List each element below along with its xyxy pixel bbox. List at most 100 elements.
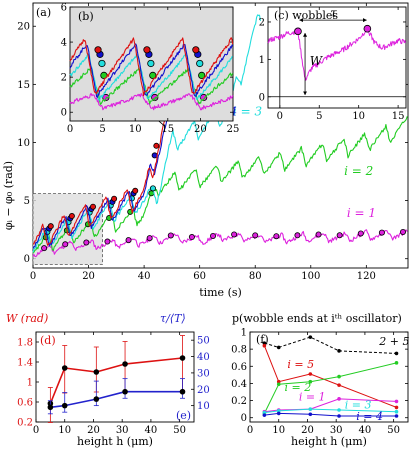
x-tick-label: 15 (392, 111, 405, 122)
data-point (276, 411, 281, 416)
data-point (179, 355, 186, 361)
y-tick-label: 0.6 (231, 362, 247, 373)
x-axis-label: time (s) (199, 286, 242, 299)
x-tick-label: 50 (387, 425, 400, 436)
y-tick-label: 2 (259, 17, 265, 28)
y-tick-label-right: 20 (197, 385, 210, 396)
peak-marker (167, 232, 174, 239)
x-tick-label: 0 (247, 425, 253, 436)
data-point (337, 408, 341, 412)
x-tick-label: 50 (173, 425, 186, 436)
x-tick-label: 0 (277, 111, 283, 122)
data-point (394, 351, 399, 356)
x-tick-label: 20 (87, 425, 100, 436)
data-point (61, 402, 68, 409)
panel-c-frame (267, 6, 407, 109)
panel-a-frame (32, 2, 409, 269)
tau-annotation: τ (330, 6, 337, 20)
y-tick-label: 1 (259, 55, 265, 66)
peak-marker (68, 213, 75, 220)
data-point (276, 379, 281, 384)
peak-marker (41, 245, 48, 252)
y-tick-label: 4 (61, 38, 67, 49)
y-axis-label-right: τ/⟨T⟩ (160, 312, 186, 325)
data-point (337, 349, 341, 353)
peak-marker (315, 231, 322, 238)
series-line-i5 (263, 345, 397, 408)
y-axis-label-left: W (rad) (6, 312, 48, 325)
x-axis-label-f: height h (μm) (291, 435, 367, 448)
peak-marker (47, 223, 54, 230)
peak-marker (294, 232, 301, 239)
peak-marker (90, 203, 97, 210)
x-tick-label: 0 (67, 124, 73, 135)
x-tick-label: 120 (357, 271, 376, 282)
inset-b-marker (198, 71, 206, 80)
y-tick-label: 10 (17, 138, 30, 149)
data-point (337, 383, 341, 387)
peak-marker (111, 195, 118, 202)
y-tick-label-left: 0.6 (17, 398, 33, 409)
x-tick-label: 15 (161, 124, 174, 135)
data-point (394, 399, 399, 404)
data-point (179, 388, 186, 395)
x-tick-label: 25 (227, 124, 240, 135)
y-tick-label-left: 1.8 (17, 338, 33, 349)
panel-b-label: (b) (78, 10, 94, 23)
peak-marker (252, 232, 259, 239)
inset-c-marker (294, 27, 302, 36)
inset-b-marker (98, 59, 106, 68)
series-label-i2: i = 2 (284, 381, 311, 394)
peak-marker (336, 232, 343, 239)
x-tick-label: 80 (249, 271, 262, 282)
data-point (262, 343, 267, 348)
series-label-i3: i = 3 (345, 398, 372, 411)
x-tick-label: 5 (316, 111, 322, 122)
peak-marker (132, 187, 139, 194)
y-tick-label-right: 50 (197, 336, 210, 347)
series-label-3: i = 3 (233, 105, 263, 119)
inset-b-series-1 (69, 92, 234, 111)
data-point (262, 410, 267, 415)
inset-b-series-2 (69, 67, 234, 105)
data-point (122, 361, 128, 367)
y-tick-label: 6 (61, 3, 67, 14)
x-tick-label: 30 (330, 425, 343, 436)
data-point (262, 341, 267, 345)
inset-b-marker (192, 46, 200, 54)
panel-d-label: (d) (40, 334, 56, 347)
series-line-1 (32, 229, 408, 258)
data-point (61, 365, 68, 371)
data-point (276, 382, 281, 387)
series-line-tau (50, 390, 183, 409)
y-tick-label: 0 (241, 413, 247, 424)
x-tick-label: 10 (58, 425, 71, 436)
inset-b-marker (149, 71, 157, 80)
data-point (394, 414, 399, 418)
x-tick-label: 20 (82, 271, 95, 282)
x-tick-label: 20 (194, 124, 207, 135)
inset-b-marker (94, 46, 102, 54)
y-tick-label-right: 40 (197, 352, 210, 363)
inset-c-series (267, 27, 406, 81)
inset-b-series-4 (69, 43, 234, 98)
peak-marker (231, 231, 238, 238)
y-axis-label: φᵢ − φ₀ (rad) (2, 161, 15, 230)
y-tick-label: 20 (17, 22, 30, 33)
data-point (337, 374, 341, 379)
y-tick-label: 0 (259, 92, 265, 103)
y-tick-label-left: 0.2 (17, 418, 33, 429)
data-point (337, 414, 341, 418)
data-point (394, 361, 399, 365)
data-point (262, 413, 267, 417)
y-tick-label: 15 (17, 80, 30, 91)
y-tick-label-right: 10 (197, 401, 210, 412)
inset-c-marker (363, 24, 372, 33)
panel-d-frame (35, 331, 195, 423)
series-label-sum: 2 + 5 (378, 335, 409, 348)
y-tick-label: 0.2 (231, 396, 247, 407)
x-tick-label: 40 (359, 425, 372, 436)
y-tick-label: 2 (61, 73, 67, 84)
y-tick-label-right: 30 (197, 368, 210, 379)
data-point (276, 345, 281, 350)
